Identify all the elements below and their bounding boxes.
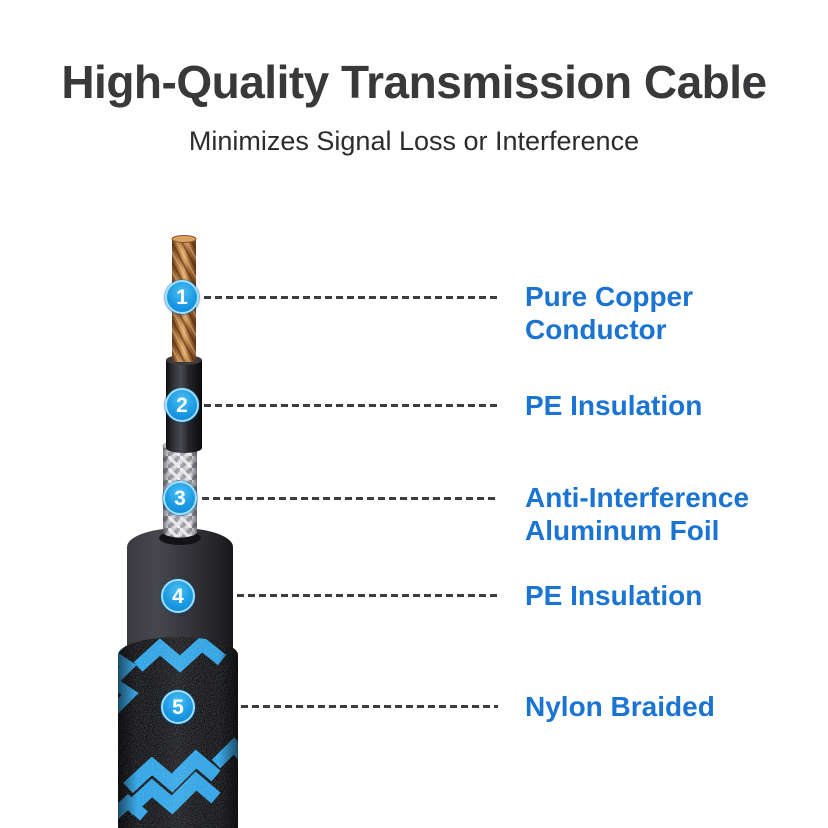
callout-number-2: 2 [176,393,188,417]
callout-line-5 [241,705,498,708]
callout-line-1 [204,296,498,299]
callout-badge-1: 1 [165,280,199,314]
callout-badge-2: 2 [165,388,199,422]
page-title: High-Quality Transmission Cable [61,56,767,108]
page-subtitle: Minimizes Signal Loss or Interference [188,126,640,156]
callout-number-4: 4 [172,584,184,608]
nylon-braid-layer [118,637,238,828]
callout-label-4: PE Insulation [525,580,703,611]
callout-line-3 [202,497,498,500]
callout-badge-3: 3 [163,481,197,515]
callout-badge-4: 4 [161,579,195,613]
callout-label-3: Anti-Interference Aluminum Foil [525,482,750,546]
callout-line-4 [237,594,498,597]
callout-number-1: 1 [176,285,188,309]
callout-label-2: PE Insulation [525,390,703,421]
cable-cutaway-diagram [118,235,238,828]
callout-label-1: Pure Copper Conductor [525,281,694,345]
callout-label-5: Nylon Braided [525,691,715,722]
callout-badge-5: 5 [161,690,195,724]
callout-line-2 [204,404,498,407]
callout-number-3: 3 [174,486,186,510]
callout-number-5: 5 [172,695,184,719]
